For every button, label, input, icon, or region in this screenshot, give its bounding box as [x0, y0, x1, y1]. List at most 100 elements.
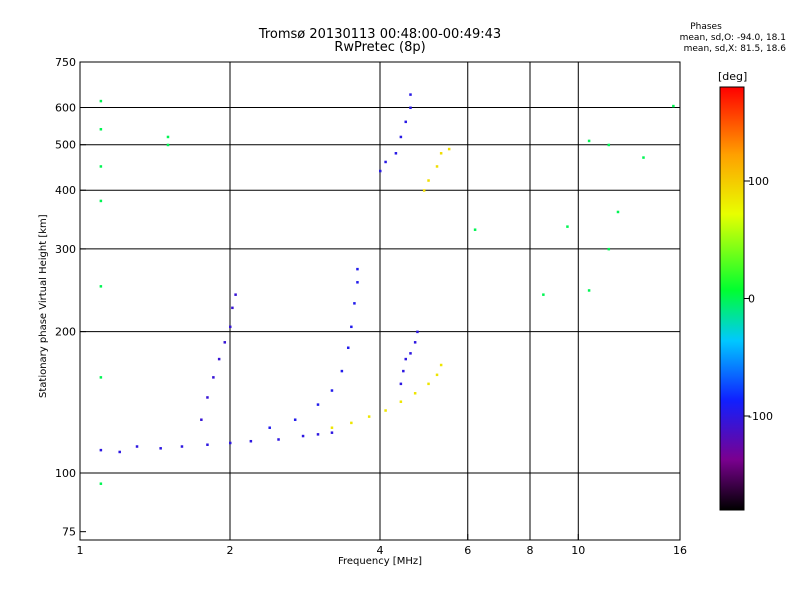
colorbar — [719, 86, 745, 511]
data-point — [99, 482, 103, 485]
x-tick-label: 6 — [464, 544, 471, 557]
data-points — [99, 93, 675, 485]
colorbar-tick-label: -100 — [748, 410, 773, 423]
data-point — [166, 143, 170, 147]
data-point — [642, 156, 645, 159]
data-point — [99, 99, 103, 103]
data-point — [99, 285, 103, 288]
data-point — [473, 228, 477, 231]
data-point — [229, 441, 232, 445]
data-point — [435, 165, 439, 168]
data-point — [301, 434, 305, 438]
data-point — [416, 330, 419, 334]
x-tick-label: 10 — [571, 544, 585, 557]
data-point — [439, 152, 443, 155]
data-point — [229, 325, 232, 329]
x-tick-label: 4 — [377, 544, 384, 557]
y-tick-label: 750 — [55, 56, 76, 69]
y-tick-label: 100 — [55, 467, 76, 480]
data-point — [384, 160, 387, 164]
data-point — [566, 225, 569, 228]
legend-o-stats: mean, sd,O: -94.0, 18.1 — [679, 33, 786, 43]
y-tick-label: 75 — [62, 526, 76, 539]
data-point — [413, 341, 417, 344]
colorbar-label: [deg] — [718, 70, 748, 83]
axis-ticks: 1 2 4 6 8 10 16 75 100 200 300 400 500 600 750 — [55, 56, 687, 557]
legend-title: Phases — [690, 22, 722, 32]
data-point — [346, 346, 350, 350]
data-point — [316, 433, 320, 436]
data-point — [231, 306, 234, 310]
data-point — [99, 376, 103, 379]
data-point — [413, 392, 417, 395]
data-point — [330, 426, 334, 429]
data-point — [399, 400, 403, 403]
data-point — [435, 373, 439, 377]
data-point — [293, 418, 297, 421]
data-point — [422, 189, 426, 192]
x-tick-label: 8 — [527, 544, 534, 557]
data-point — [399, 135, 403, 139]
y-tick-label: 400 — [55, 184, 76, 197]
grid-lines — [80, 62, 680, 540]
data-point — [206, 396, 209, 399]
data-point — [118, 450, 121, 454]
y-axis-label: Stationary phase Virtual Height [km] — [38, 214, 49, 398]
data-point — [404, 357, 407, 361]
data-point — [409, 106, 412, 110]
data-point — [350, 325, 353, 329]
data-point — [384, 409, 387, 412]
colorbar-tick-label: 100 — [748, 175, 769, 188]
data-point — [404, 120, 407, 124]
y-tick-label: 300 — [55, 243, 76, 256]
data-point — [402, 369, 405, 373]
data-point — [356, 267, 359, 271]
data-point — [353, 302, 356, 305]
data-point — [394, 152, 398, 155]
y-tick-label: 200 — [55, 326, 76, 339]
data-point — [399, 382, 403, 386]
colorbar-tick-label: 0 — [748, 293, 755, 306]
data-point — [367, 415, 371, 418]
data-point — [200, 418, 203, 421]
data-point — [277, 438, 280, 441]
data-point — [340, 369, 344, 373]
data-point — [166, 135, 170, 139]
data-point — [427, 382, 430, 386]
legend-x-stats: mean, sd,X: 81.5, 18.6 — [683, 44, 786, 54]
data-point — [409, 352, 412, 355]
colorbar-ticks: 100 0 -100 — [744, 175, 773, 423]
data-point — [330, 389, 334, 392]
data-point — [135, 445, 139, 448]
y-tick-label: 600 — [55, 102, 76, 115]
chart-subtitle: RwPretec (8p) — [334, 40, 426, 55]
data-point — [427, 179, 430, 182]
data-point — [99, 448, 103, 452]
y-tick-label: 500 — [55, 139, 76, 152]
data-point — [447, 147, 451, 151]
data-point — [587, 139, 591, 143]
data-point — [616, 210, 620, 214]
data-point — [542, 293, 545, 296]
data-point — [234, 293, 237, 296]
data-point — [206, 443, 209, 446]
data-point — [672, 104, 675, 108]
data-point — [99, 199, 103, 203]
data-point — [409, 93, 412, 96]
data-point — [217, 357, 221, 361]
data-point — [268, 426, 271, 429]
data-point — [159, 447, 162, 450]
data-point — [212, 376, 215, 379]
data-point — [379, 169, 382, 173]
data-point — [99, 165, 103, 168]
data-point — [439, 363, 443, 367]
x-tick-label: 2 — [227, 544, 234, 557]
chart-title: Tromsø 20130113 00:48:00-00:49:43 — [258, 27, 502, 42]
x-axis-label: Frequency [MHz] — [337, 556, 423, 567]
data-point — [330, 431, 334, 434]
x-tick-label: 16 — [673, 544, 687, 557]
data-point — [316, 403, 320, 406]
data-point — [249, 439, 253, 443]
data-point — [356, 281, 359, 284]
